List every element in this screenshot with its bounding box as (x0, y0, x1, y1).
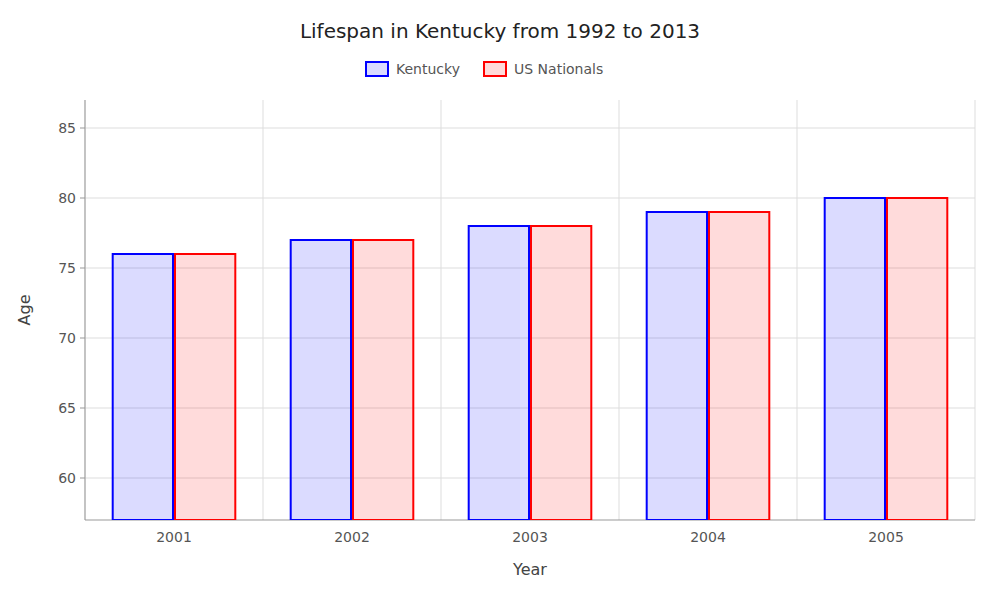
x-tick-label: 2005 (868, 529, 904, 545)
y-tick (80, 478, 85, 479)
y-ticks: 60 65 70 75 80 85 (58, 120, 85, 486)
bar (113, 254, 173, 520)
group-separator (619, 100, 620, 520)
legend-swatch (484, 62, 506, 76)
y-axis-label: Age (15, 295, 34, 326)
bar (353, 240, 413, 520)
group-separator (975, 100, 976, 520)
bar (825, 198, 885, 520)
bar (291, 240, 351, 520)
x-ticks: 2001 2002 2003 2004 2005 (156, 529, 904, 545)
y-tick-label: 80 (58, 190, 76, 206)
x-tick-label: 2002 (334, 529, 370, 545)
grid-line (85, 128, 975, 129)
x-tick-label: 2001 (156, 529, 192, 545)
group-separator (797, 100, 798, 520)
bar (175, 254, 235, 520)
y-tick (80, 338, 85, 339)
bar (469, 226, 529, 520)
y-tick (80, 408, 85, 409)
group-separator (263, 100, 264, 520)
grid (85, 100, 975, 520)
chart: Lifespan in Kentucky from 1992 to 2013 Ke… (0, 0, 1000, 600)
x-axis-label: Year (512, 560, 547, 579)
group-separator (85, 100, 86, 520)
bar (647, 212, 707, 520)
y-tick-label: 75 (58, 260, 76, 276)
legend-label: Kentucky (396, 61, 460, 77)
group-separator (441, 100, 442, 520)
bar (709, 212, 769, 520)
title: Lifespan in Kentucky from 1992 to 2013 (300, 19, 700, 43)
bar (887, 198, 947, 520)
y-axis-line (85, 100, 86, 520)
y-tick (80, 268, 85, 269)
legend-swatch (366, 62, 388, 76)
legend-label: US Nationals (514, 61, 603, 77)
legend: Kentucky US Nationals (366, 61, 603, 77)
y-tick-label: 60 (58, 470, 76, 486)
x-tick-label: 2004 (690, 529, 726, 545)
y-tick (80, 198, 85, 199)
y-tick-label: 70 (58, 330, 76, 346)
bar (531, 226, 591, 520)
y-tick-label: 65 (58, 400, 76, 416)
bars (113, 198, 948, 520)
y-tick-label: 85 (58, 120, 76, 136)
x-tick-label: 2003 (512, 529, 548, 545)
y-tick (80, 128, 85, 129)
